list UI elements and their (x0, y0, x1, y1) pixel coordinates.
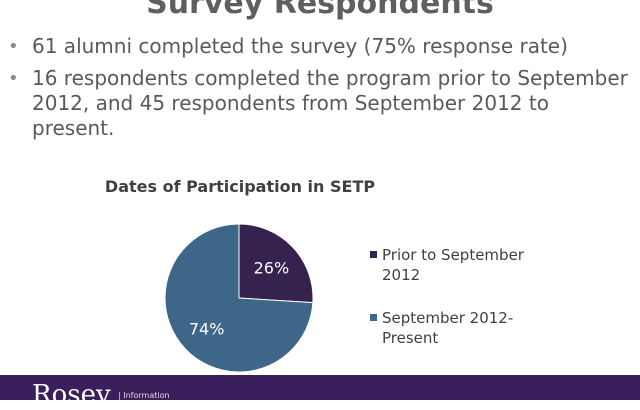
legend-item-prior: Prior to September 2012 (370, 245, 530, 285)
chart-title: Dates of Participation in SETP (104, 177, 376, 196)
bullet-icon: • (8, 68, 19, 89)
bullet-text: 61 alumni completed the survey (75% resp… (32, 34, 568, 58)
bullet-text: 16 respondents completed the program pri… (32, 66, 628, 140)
logo-subtitle: | Information (118, 391, 170, 400)
bullet-icon: • (8, 36, 19, 57)
pie-chart: 26% 74% (164, 223, 314, 373)
legend-label: Prior to September 2012 (382, 246, 524, 284)
footer-bar: Rosey | Information (0, 375, 640, 408)
slide-title: Survey Respondents (146, 0, 494, 21)
bullet-item: • 61 alumni completed the survey (75% res… (8, 34, 632, 59)
legend-label: September 2012-Present (382, 309, 514, 347)
bullet-item: • 16 respondents completed the program pr… (8, 66, 632, 141)
legend-swatch (370, 314, 377, 321)
pie-slice (238, 223, 314, 304)
logo: Rosey (32, 380, 111, 410)
pie-slice (164, 223, 314, 373)
legend-swatch (370, 251, 377, 258)
pie-data-label: 26% (254, 259, 290, 278)
legend-item-present: September 2012-Present (370, 308, 530, 348)
pie-data-label: 74% (189, 319, 225, 338)
